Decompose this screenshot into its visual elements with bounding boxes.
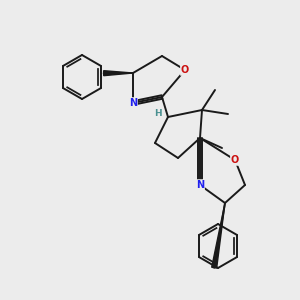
Text: N: N <box>196 180 204 190</box>
Polygon shape <box>104 71 133 76</box>
Text: O: O <box>181 65 189 75</box>
Polygon shape <box>212 203 225 268</box>
Text: N: N <box>129 98 137 108</box>
Text: H: H <box>154 109 162 118</box>
Text: O: O <box>231 155 239 165</box>
